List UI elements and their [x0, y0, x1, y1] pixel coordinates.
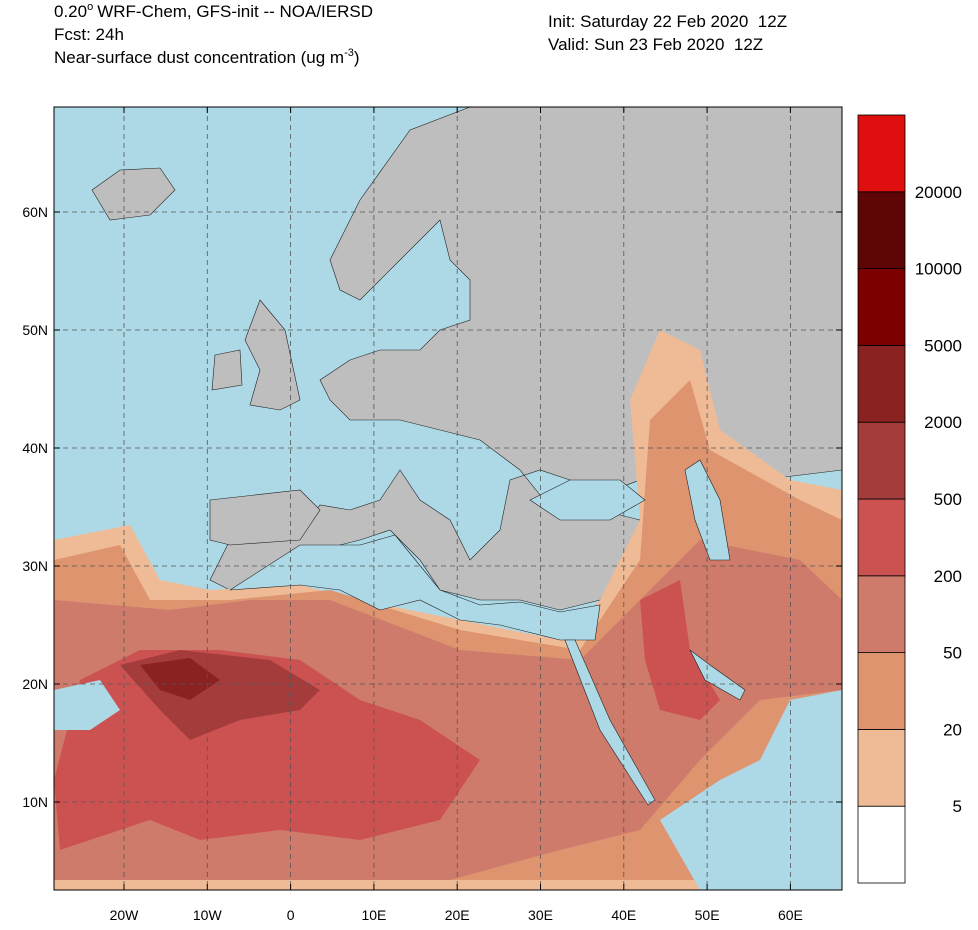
latitude-label: 60N: [22, 204, 48, 220]
longitude-label: 60E: [778, 907, 803, 923]
dust-region-peak: [140, 658, 220, 700]
forecast: Fcst: 24h: [54, 25, 124, 44]
colorbar-label: 5: [953, 797, 962, 816]
longitude-label: 50E: [695, 907, 720, 923]
longitude-label: 0: [287, 907, 295, 923]
longitude-label: 10E: [361, 907, 386, 923]
colorbar-box: [857, 652, 906, 730]
init-time: Init: Saturday 22 Feb 2020 12Z: [548, 12, 787, 31]
latitude-label: 50N: [22, 322, 48, 338]
map: [54, 107, 842, 890]
mediterranean: [229, 534, 601, 641]
variable-end: ): [354, 48, 360, 67]
latitude-label: 30N: [22, 558, 48, 574]
colorbar-label: 20000: [915, 183, 962, 202]
longitude-label: 10W: [193, 907, 223, 923]
colorbar-box: [857, 575, 906, 653]
graticule: [54, 107, 842, 890]
colorbar-box: [857, 729, 906, 807]
variable-name: Near-surface dust concentration (ug m: [54, 48, 344, 67]
colorbar-box: [857, 268, 906, 346]
valid-time: Valid: Sun 23 Feb 2020 12Z: [548, 35, 763, 54]
degree: o: [87, 1, 93, 13]
colorbar-label: 50: [943, 644, 962, 663]
longitude-label: 30E: [528, 907, 553, 923]
latitude-label: 40N: [22, 440, 48, 456]
land-iceland: [91, 167, 176, 221]
atlantic-pocket: [54, 680, 120, 730]
longitude-label: 40E: [611, 907, 636, 923]
colorbar-label: 20: [943, 720, 962, 739]
longitude-label: 20W: [110, 907, 140, 923]
colorbar-box: [857, 498, 906, 577]
resolution: 0.20: [54, 2, 87, 21]
colorbar-label: 200: [934, 567, 962, 586]
unit-exponent: -3: [344, 47, 354, 59]
black-sea: [529, 479, 646, 521]
colorbar-label: 500: [934, 490, 962, 509]
axes: 60N 50N 40N 30N 20N 10N 20W 10W 0 10E 20E 30E 40E 50E…: [22, 107, 842, 923]
longitude-label: 20E: [445, 907, 470, 923]
map-frame: [53, 106, 843, 891]
red-sea: [564, 639, 656, 806]
latitude-label: 20N: [22, 676, 48, 692]
colorbar-box: [857, 191, 906, 270]
persian-gulf: [689, 649, 746, 701]
land-iberia: [209, 489, 321, 546]
variable: Near-surface dust concentration (ug m-3): [54, 47, 360, 67]
colorbar: 5 20 50 200 500 2000 5000 10000 20000: [857, 114, 962, 884]
model: WRF-Chem, GFS-init -- NOA/IERSD: [97, 2, 373, 21]
colorbar-box: [857, 805, 906, 884]
dust-region-arabia: [640, 580, 720, 720]
colorbar-label: 10000: [915, 260, 962, 279]
header-line-1: 0.20o WRF-Chem, GFS-init -- NOA/IERSD: [54, 1, 373, 21]
caspian-sea: [684, 459, 731, 561]
colorbar-box: [857, 114, 906, 193]
colorbar-label: 2000: [924, 413, 962, 432]
latitude-label: 10N: [22, 794, 48, 810]
arabian-sea: [660, 690, 842, 890]
colorbar-label: 5000: [924, 336, 962, 355]
colorbar-box: [857, 344, 906, 423]
colorbar-box: [857, 421, 906, 500]
land-ireland: [211, 349, 243, 391]
land-britain: [244, 299, 301, 411]
